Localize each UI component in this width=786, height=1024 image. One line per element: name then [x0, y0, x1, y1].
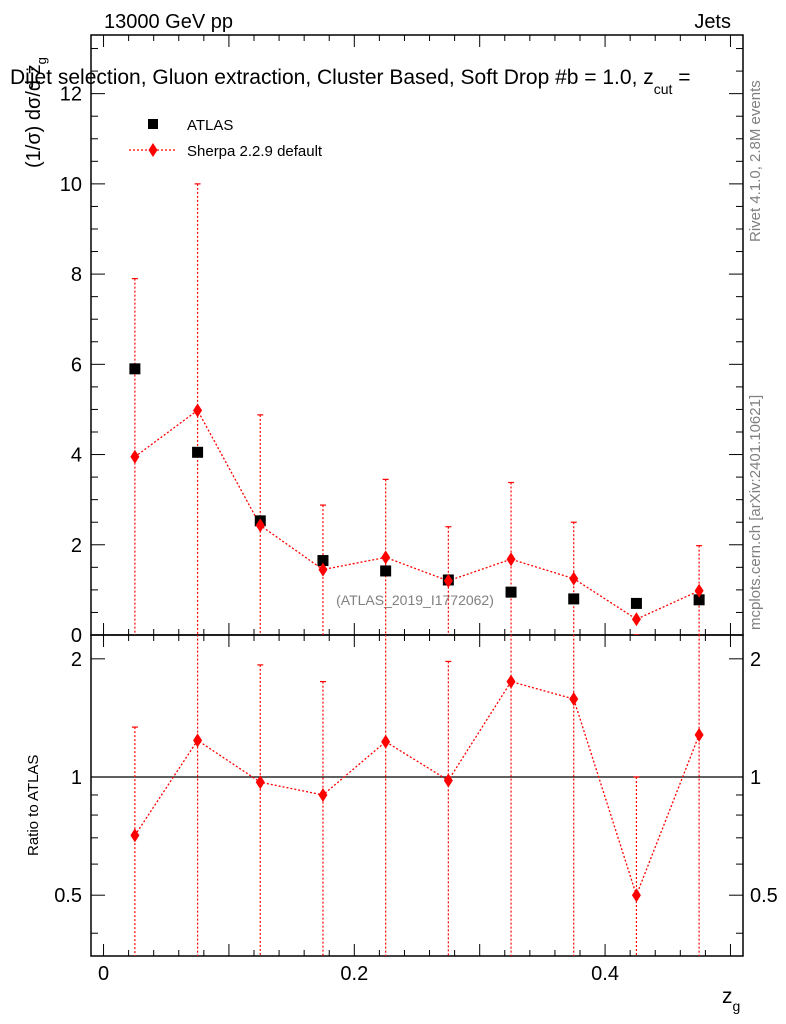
sherpa-point	[506, 552, 516, 567]
sherpa-point	[130, 449, 140, 464]
ratio-plot	[91, 635, 743, 956]
atlas-point	[129, 363, 141, 375]
legend: ATLAS Sherpa 2.2.9 default	[129, 117, 323, 160]
header-right: Jets	[694, 11, 731, 33]
ratio-point	[318, 787, 328, 802]
x-tick-label: 0	[98, 963, 109, 985]
x-axis-label-sub: g	[733, 998, 741, 1014]
x-axis-label: zg	[722, 985, 740, 1014]
header-left: 13000 GeV pp	[104, 11, 233, 33]
main-y-tick-label: 12	[60, 84, 82, 106]
ratio-y-tick-label: 1	[71, 767, 82, 789]
plot-subtitle-tail: =	[672, 66, 690, 89]
main-plot	[129, 183, 705, 635]
sherpa-point	[193, 403, 203, 418]
atlas-point	[380, 565, 392, 577]
atlas-point	[505, 586, 517, 598]
atlas-point	[317, 555, 329, 567]
sherpa-point	[569, 571, 579, 586]
sherpa-point	[443, 573, 453, 588]
main-y-tick-label: 10	[60, 174, 82, 196]
main-ylabel-text: (1/σ) dσ/d z	[23, 64, 45, 168]
ratio-y-tick-label-right: 2	[750, 649, 761, 671]
plot-subtitle-sub: cut	[654, 81, 673, 97]
main-y-tick-label: 8	[71, 264, 82, 286]
ratio-y-tick-label-right: 1	[750, 767, 761, 789]
sherpa-line	[134, 409, 700, 620]
ratio-point	[443, 773, 453, 788]
ratio-ylabel: Ratio to ATLAS	[25, 755, 42, 856]
sherpa-point	[631, 612, 641, 627]
ratio-point	[506, 674, 516, 689]
x-tick-label: 0.2	[340, 963, 368, 985]
main-y-tick-label: 6	[71, 354, 82, 376]
plot-subtitle: Dijet selection, Gluon extraction, Clust…	[10, 66, 691, 97]
ratio-line	[134, 680, 700, 898]
ratio-ticks	[91, 635, 743, 956]
ratio-y-tick-label-right: 0.5	[750, 885, 778, 907]
sherpa-point	[318, 562, 328, 577]
ratio-point	[130, 828, 140, 843]
legend-atlas-marker	[148, 119, 158, 129]
ratio-point	[631, 888, 641, 903]
x-axis-label-text: z	[722, 985, 733, 1008]
plot-subtitle-main: Dijet selection, Gluon extraction, Clust…	[10, 66, 654, 89]
mcplots-label: mcplots.cern.ch [arXiv:2401.10621]	[747, 395, 764, 630]
x-tick-label: 0.4	[591, 963, 619, 985]
ratio-y-tick-label: 0.5	[54, 885, 82, 907]
atlas-point	[693, 594, 705, 606]
atlas-point	[192, 446, 204, 458]
ratio-point	[694, 727, 704, 742]
sherpa-point	[255, 518, 265, 533]
legend-sherpa-label: Sherpa 2.2.9 default	[187, 143, 323, 160]
ratio-y-tick-label: 2	[71, 649, 82, 671]
atlas-point	[568, 593, 580, 605]
main-y-tick-label: 4	[71, 445, 82, 467]
ratio-point	[569, 692, 579, 707]
ratio-point	[381, 734, 391, 749]
ratio-point	[255, 775, 265, 790]
rivet-label: Rivet 4.1.0, 2.8M events	[747, 80, 764, 242]
legend-sherpa-marker	[148, 143, 158, 157]
main-y-tick-label: 0	[71, 625, 82, 647]
main-ylabel: (1/σ) dσ/d zg	[23, 57, 49, 168]
legend-atlas-label: ATLAS	[187, 117, 233, 134]
sherpa-point	[381, 550, 391, 565]
atlas-point	[630, 597, 642, 609]
analysis-id: (ATLAS_2019_I1772062)	[336, 592, 494, 608]
ratio-point	[193, 733, 203, 748]
sherpa-point	[694, 583, 704, 598]
main-y-tick-label: 2	[71, 535, 82, 557]
main-ylabel-sub: g	[34, 57, 49, 64]
main-ticks	[91, 35, 743, 636]
ratio-frame	[90, 634, 744, 957]
